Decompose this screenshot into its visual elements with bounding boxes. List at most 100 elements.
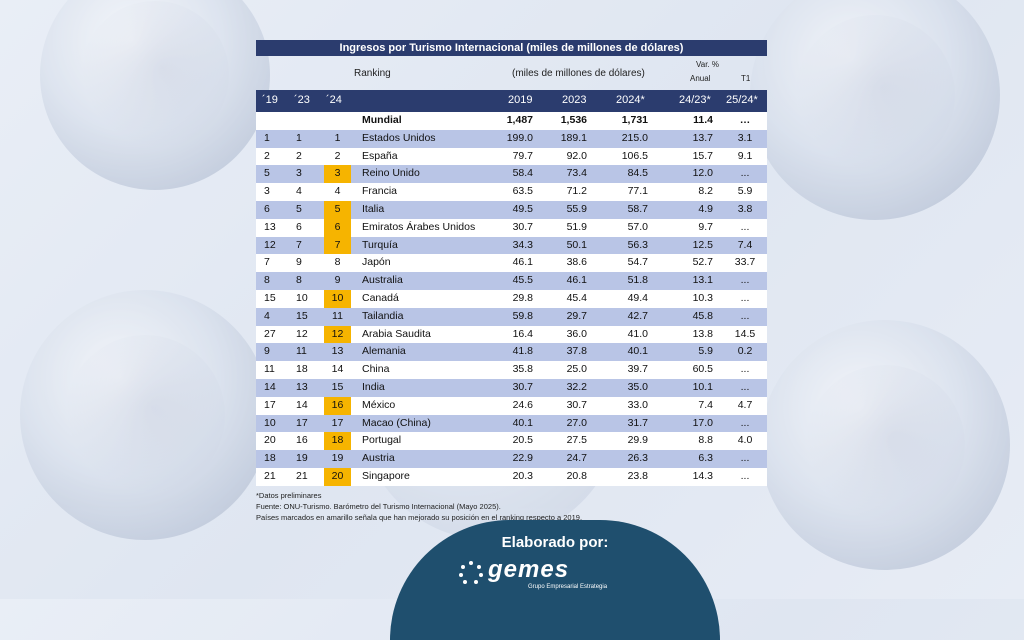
rank-2019: 21	[264, 469, 276, 482]
rank-2019: 17	[264, 398, 276, 411]
var-annual: 12.5	[692, 238, 713, 251]
var-annual: 52.7	[692, 256, 713, 269]
rank-2019: 5	[264, 167, 270, 180]
table-row: 7 9 8 Japón 46.1 38.6 54.7 52.7 33.7	[256, 254, 767, 273]
value-2019: 79.7	[512, 149, 533, 162]
table-row: 11 18 14 China 35.8 25.0 39.7 60.5...	[256, 361, 767, 379]
table-notes: *Datos preliminares Fuente: ONU-Turismo.…	[256, 490, 767, 523]
rank-2023: 5	[296, 202, 302, 215]
value-2024: 26.3	[627, 452, 648, 465]
rank-2023: 17	[296, 416, 308, 429]
var-annual: 17.0	[692, 416, 713, 429]
var-annual: 5.9	[698, 345, 713, 358]
value-2023: 51.9	[566, 220, 587, 233]
value-2019: 16.4	[512, 327, 533, 340]
table-subheader: Ranking (miles de millones de dólares) V…	[256, 56, 767, 90]
value-2023: 55.9	[566, 202, 587, 215]
rank-2024: 11	[332, 309, 343, 322]
rank-2024: 8	[334, 256, 341, 269]
col-header-2024: 2024*	[616, 94, 645, 106]
country-name: India	[362, 380, 385, 393]
rank-2023: 21	[296, 469, 308, 482]
world-var-t1: …	[739, 114, 751, 126]
value-2024: 57.0	[627, 220, 648, 233]
world-var-annual: 11.4	[693, 114, 713, 126]
col-header-2019: 2019	[508, 94, 533, 106]
var-t1: ...	[740, 220, 750, 233]
value-2023: 20.8	[566, 469, 587, 482]
col-header-var-annual: 24/23*	[679, 94, 711, 106]
note-source: Fuente: ONU-Turismo. Barómetro del Turis…	[256, 501, 501, 511]
rank-2024: 4	[334, 185, 341, 198]
world-2019: 1,487	[506, 114, 533, 126]
rank-2023: 3	[296, 167, 302, 180]
table-row: 14 13 15 India 30.7 32.2 35.0 10.1...	[256, 378, 767, 397]
rank-2019: 18	[264, 452, 276, 465]
rank-2024: 19	[331, 452, 344, 465]
var-t1: ...	[740, 380, 750, 393]
country-name: Austria	[362, 452, 395, 465]
rank-2019: 12	[264, 238, 276, 251]
rank-2023: 14	[296, 398, 308, 411]
value-2019: 63.5	[512, 185, 533, 198]
var-annual: 7.4	[698, 398, 713, 411]
rank-2023: 10	[296, 291, 308, 304]
rank-2024: 3	[324, 165, 351, 184]
country-name: Macao (China)	[362, 416, 431, 429]
var-t1: 9.1	[737, 149, 753, 162]
col-header-var-t1: 25/24*	[726, 94, 758, 106]
table-row: 13 6 6 Emiratos Árabes Unidos 30.7 51.9 57.0 9.…	[256, 218, 767, 237]
rank-2023: 18	[296, 363, 308, 376]
var-annual: 10.3	[692, 291, 713, 304]
rank-2024: 9	[334, 274, 341, 287]
var-t1: 7.4	[737, 238, 753, 251]
rank-2023: 1	[296, 131, 302, 144]
var-t1: ...	[740, 167, 750, 180]
value-2023: 92.0	[566, 149, 587, 162]
table-row: 12 7 7 Turquía 34.3 50.1 56.3 12.5 7.4	[256, 236, 767, 255]
rank-2024: 10	[324, 289, 351, 308]
value-2023: 32.2	[566, 380, 587, 393]
rank-2019: 1	[264, 131, 270, 144]
table-row: 8 8 9 Australia 45.5 46.1 51.8 13.1...	[256, 272, 767, 290]
ranking-label: Ranking	[354, 68, 391, 79]
country-name: Tailandia	[362, 309, 404, 322]
var-t1: ...	[740, 469, 750, 482]
world-2024: 1,731	[621, 114, 648, 126]
rank-2019: 7	[264, 256, 270, 269]
value-2023: 46.1	[566, 274, 587, 287]
rank-2024: 14	[331, 363, 344, 376]
logo-dots-icon	[459, 561, 483, 584]
table-row: 17 14 16 México 24.6 30.7 33.0 7.4 4.7	[256, 396, 767, 415]
table-title: Ingresos por Turismo Internacional (mile…	[256, 40, 767, 56]
value-2024: 58.7	[627, 202, 648, 215]
value-2023: 30.7	[566, 398, 587, 411]
value-2023: 38.6	[566, 256, 587, 269]
table-row: 3 4 4 Francia 63.5 71.2 77.1 8.2 5.9	[256, 183, 767, 201]
var-annual: 14.3	[692, 469, 713, 482]
rank-2024: 12	[324, 325, 351, 344]
var-t1: 3.1	[737, 131, 753, 144]
globe-decoration	[40, 0, 270, 190]
rank-2019: 10	[264, 416, 276, 429]
table-row: 27 12 12 Arabia Saudita 16.4 36.0 41.0 13.8 14.5	[256, 325, 767, 344]
table-row: 2 2 2 España 79.7 92.0 106.5 15.7 9.1	[256, 147, 767, 166]
var-t1: 3.8	[737, 202, 753, 215]
value-2024: 40.1	[627, 345, 648, 358]
rank-2023: 9	[296, 256, 302, 269]
country-name: España	[362, 149, 398, 162]
rank-2019: 27	[264, 327, 276, 340]
rank-2019: 8	[264, 274, 270, 287]
value-2019: 59.8	[512, 309, 533, 322]
rank-2023: 16	[296, 434, 308, 447]
country-name: Turquía	[362, 238, 398, 251]
value-2024: 23.8	[627, 469, 648, 482]
value-2019: 30.7	[512, 380, 533, 393]
var-t1: ...	[740, 452, 750, 465]
var-t1: ...	[740, 291, 750, 304]
country-name: Reino Unido	[362, 167, 420, 180]
table-row: 15 10 10 Canadá 29.8 45.4 49.4 10.3...	[256, 289, 767, 308]
var-annual: 45.8	[692, 309, 713, 322]
country-name: Alemania	[362, 345, 406, 358]
value-2019: 30.7	[512, 220, 533, 233]
